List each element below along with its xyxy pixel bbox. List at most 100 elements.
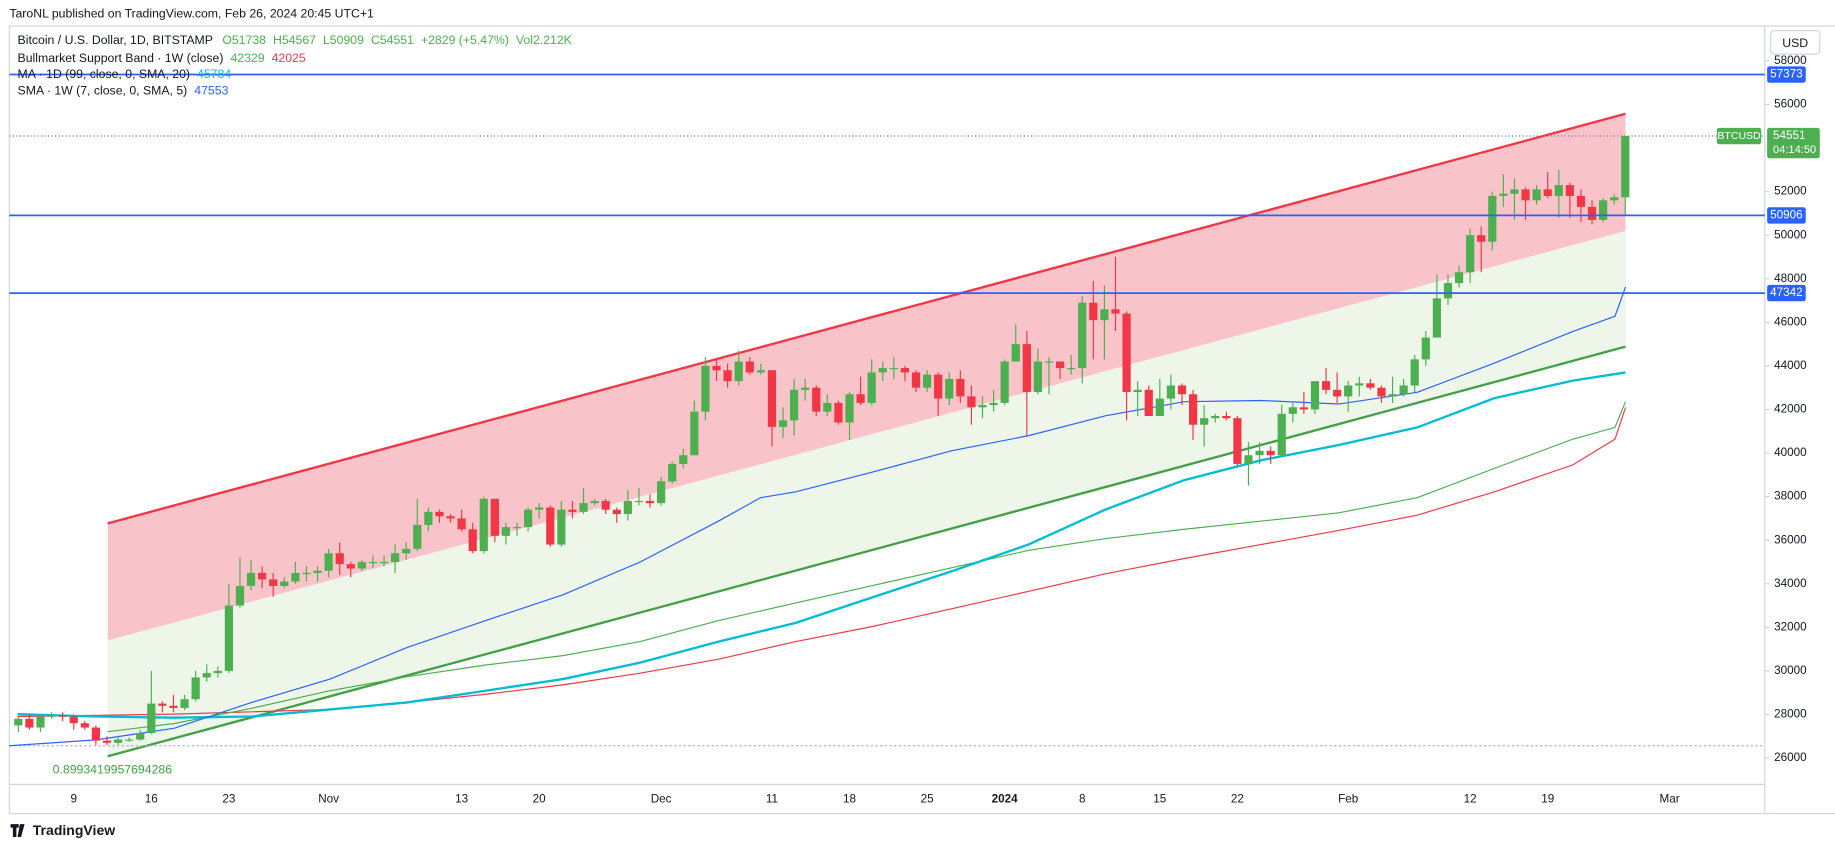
candle-body: [1133, 389, 1142, 393]
candle-body: [69, 716, 78, 724]
candle-body: [335, 553, 344, 565]
candle-body: [956, 378, 965, 397]
marks: [14, 135, 1630, 745]
currency-button[interactable]: [1770, 30, 1821, 55]
candle-body: [1033, 361, 1043, 393]
candle-body: [435, 511, 444, 517]
candle-body: [1510, 189, 1519, 194]
indicator-value: 42329: [230, 51, 264, 65]
candle-body: [1089, 302, 1098, 321]
candle-body: [945, 378, 954, 399]
candle-body: [645, 500, 655, 504]
candle-body: [745, 361, 754, 373]
candle-body: [490, 498, 499, 536]
candle-body: [246, 572, 256, 586]
candle-body: [823, 402, 832, 412]
candle-body: [1166, 385, 1175, 399]
legend-ohlc: L50909: [323, 33, 364, 47]
candle-body: [302, 572, 311, 575]
candle-body: [125, 739, 134, 741]
candle-body: [1543, 189, 1552, 196]
level-label: 47342: [1770, 286, 1803, 299]
legend-symbol: Bitcoin / U.S. Dollar, 1D, BITSTAMP: [18, 33, 213, 47]
candle-body: [1554, 185, 1563, 196]
candle-body: [1233, 418, 1242, 464]
candle-body: [1399, 385, 1408, 395]
ticker-label: BTCUSD: [1717, 130, 1761, 142]
footer: TradingView: [33, 822, 115, 838]
candle-body: [158, 703, 167, 706]
frame: [8, 25, 1835, 815]
candle-body: [1211, 416, 1220, 419]
candle-body: [1155, 398, 1164, 417]
candle-body: [1000, 361, 1009, 403]
candle-body: [1122, 313, 1131, 393]
sma-line: [9, 286, 1627, 747]
legend-indicator: SMA · 1W (7, close, 0, SMA, 5) 47553: [18, 84, 229, 98]
legend-indicator: MA · 1D (99, close, 0, SMA, 20) 45784: [18, 67, 232, 81]
candle-body: [723, 370, 732, 382]
y-tick-label: 28000: [1774, 708, 1807, 721]
x-tick-label: 2024: [992, 793, 1019, 806]
candle-body: [113, 739, 123, 743]
candle-body: [291, 572, 300, 582]
y-tick-label: 36000: [1774, 533, 1807, 546]
candle-body: [546, 507, 555, 545]
candle-body: [557, 509, 566, 545]
candle-body: [58, 715, 67, 717]
ma-line: [17, 371, 1626, 719]
x-tick-label: 11: [766, 793, 778, 806]
y-tick-label: 48000: [1774, 272, 1807, 285]
indicator-value: 42025: [272, 51, 306, 65]
candle-body: [1277, 413, 1286, 456]
legend-ohlc: C54551: [371, 33, 414, 47]
candle-body: [1565, 185, 1574, 196]
x-tick-label: Mar: [1660, 793, 1680, 806]
candle-body: [590, 500, 599, 504]
candle-body: [1466, 235, 1475, 273]
legend-change: +2829 (+5.47%): [421, 33, 509, 47]
channel-lower-fill: [107, 230, 1626, 757]
candle-body: [14, 718, 23, 726]
x-tick-label: Dec: [651, 793, 672, 806]
candle-body: [1333, 389, 1342, 397]
candle-body: [424, 511, 433, 525]
candle-body: [1576, 195, 1586, 207]
candle-body: [668, 463, 677, 482]
candle-body: [512, 527, 522, 529]
candle-body: [922, 374, 932, 388]
candle-body: [180, 699, 189, 708]
candle-body: [1011, 344, 1020, 362]
candle-body: [657, 481, 666, 504]
candle-body: [457, 518, 466, 530]
candle-body: [767, 370, 777, 427]
legend-ohlc: O51738: [222, 33, 266, 47]
legend-volume: Vol2.212K: [516, 33, 573, 47]
candle-body: [1355, 383, 1364, 386]
candle-body: [1443, 283, 1453, 299]
candle-body: [812, 387, 821, 412]
y-tick-label: 26000: [1774, 751, 1807, 764]
x-tick-label: 22: [1231, 793, 1244, 806]
candle-body: [324, 553, 333, 571]
candle-body: [91, 727, 100, 741]
candle-body: [679, 455, 688, 464]
candle-body: [1244, 455, 1253, 464]
candle-body: [1288, 407, 1297, 414]
candle-body: [1188, 394, 1198, 425]
candle-body: [1100, 309, 1109, 321]
candle-body: [258, 572, 267, 580]
candle-body: [934, 374, 943, 399]
candle-body: [845, 394, 854, 423]
y-tick-label: 56000: [1774, 98, 1807, 111]
candle-body: [1421, 337, 1430, 360]
x-tick-label: 16: [145, 793, 158, 806]
x-tick-label: Feb: [1338, 793, 1359, 806]
y-tick-label: 50000: [1774, 228, 1807, 241]
currency-label: USD: [1782, 36, 1808, 50]
candle-body: [169, 705, 178, 708]
candle-body: [213, 670, 222, 674]
y-tick-label: 58000: [1774, 54, 1807, 67]
x-tick-label: 23: [222, 793, 235, 806]
